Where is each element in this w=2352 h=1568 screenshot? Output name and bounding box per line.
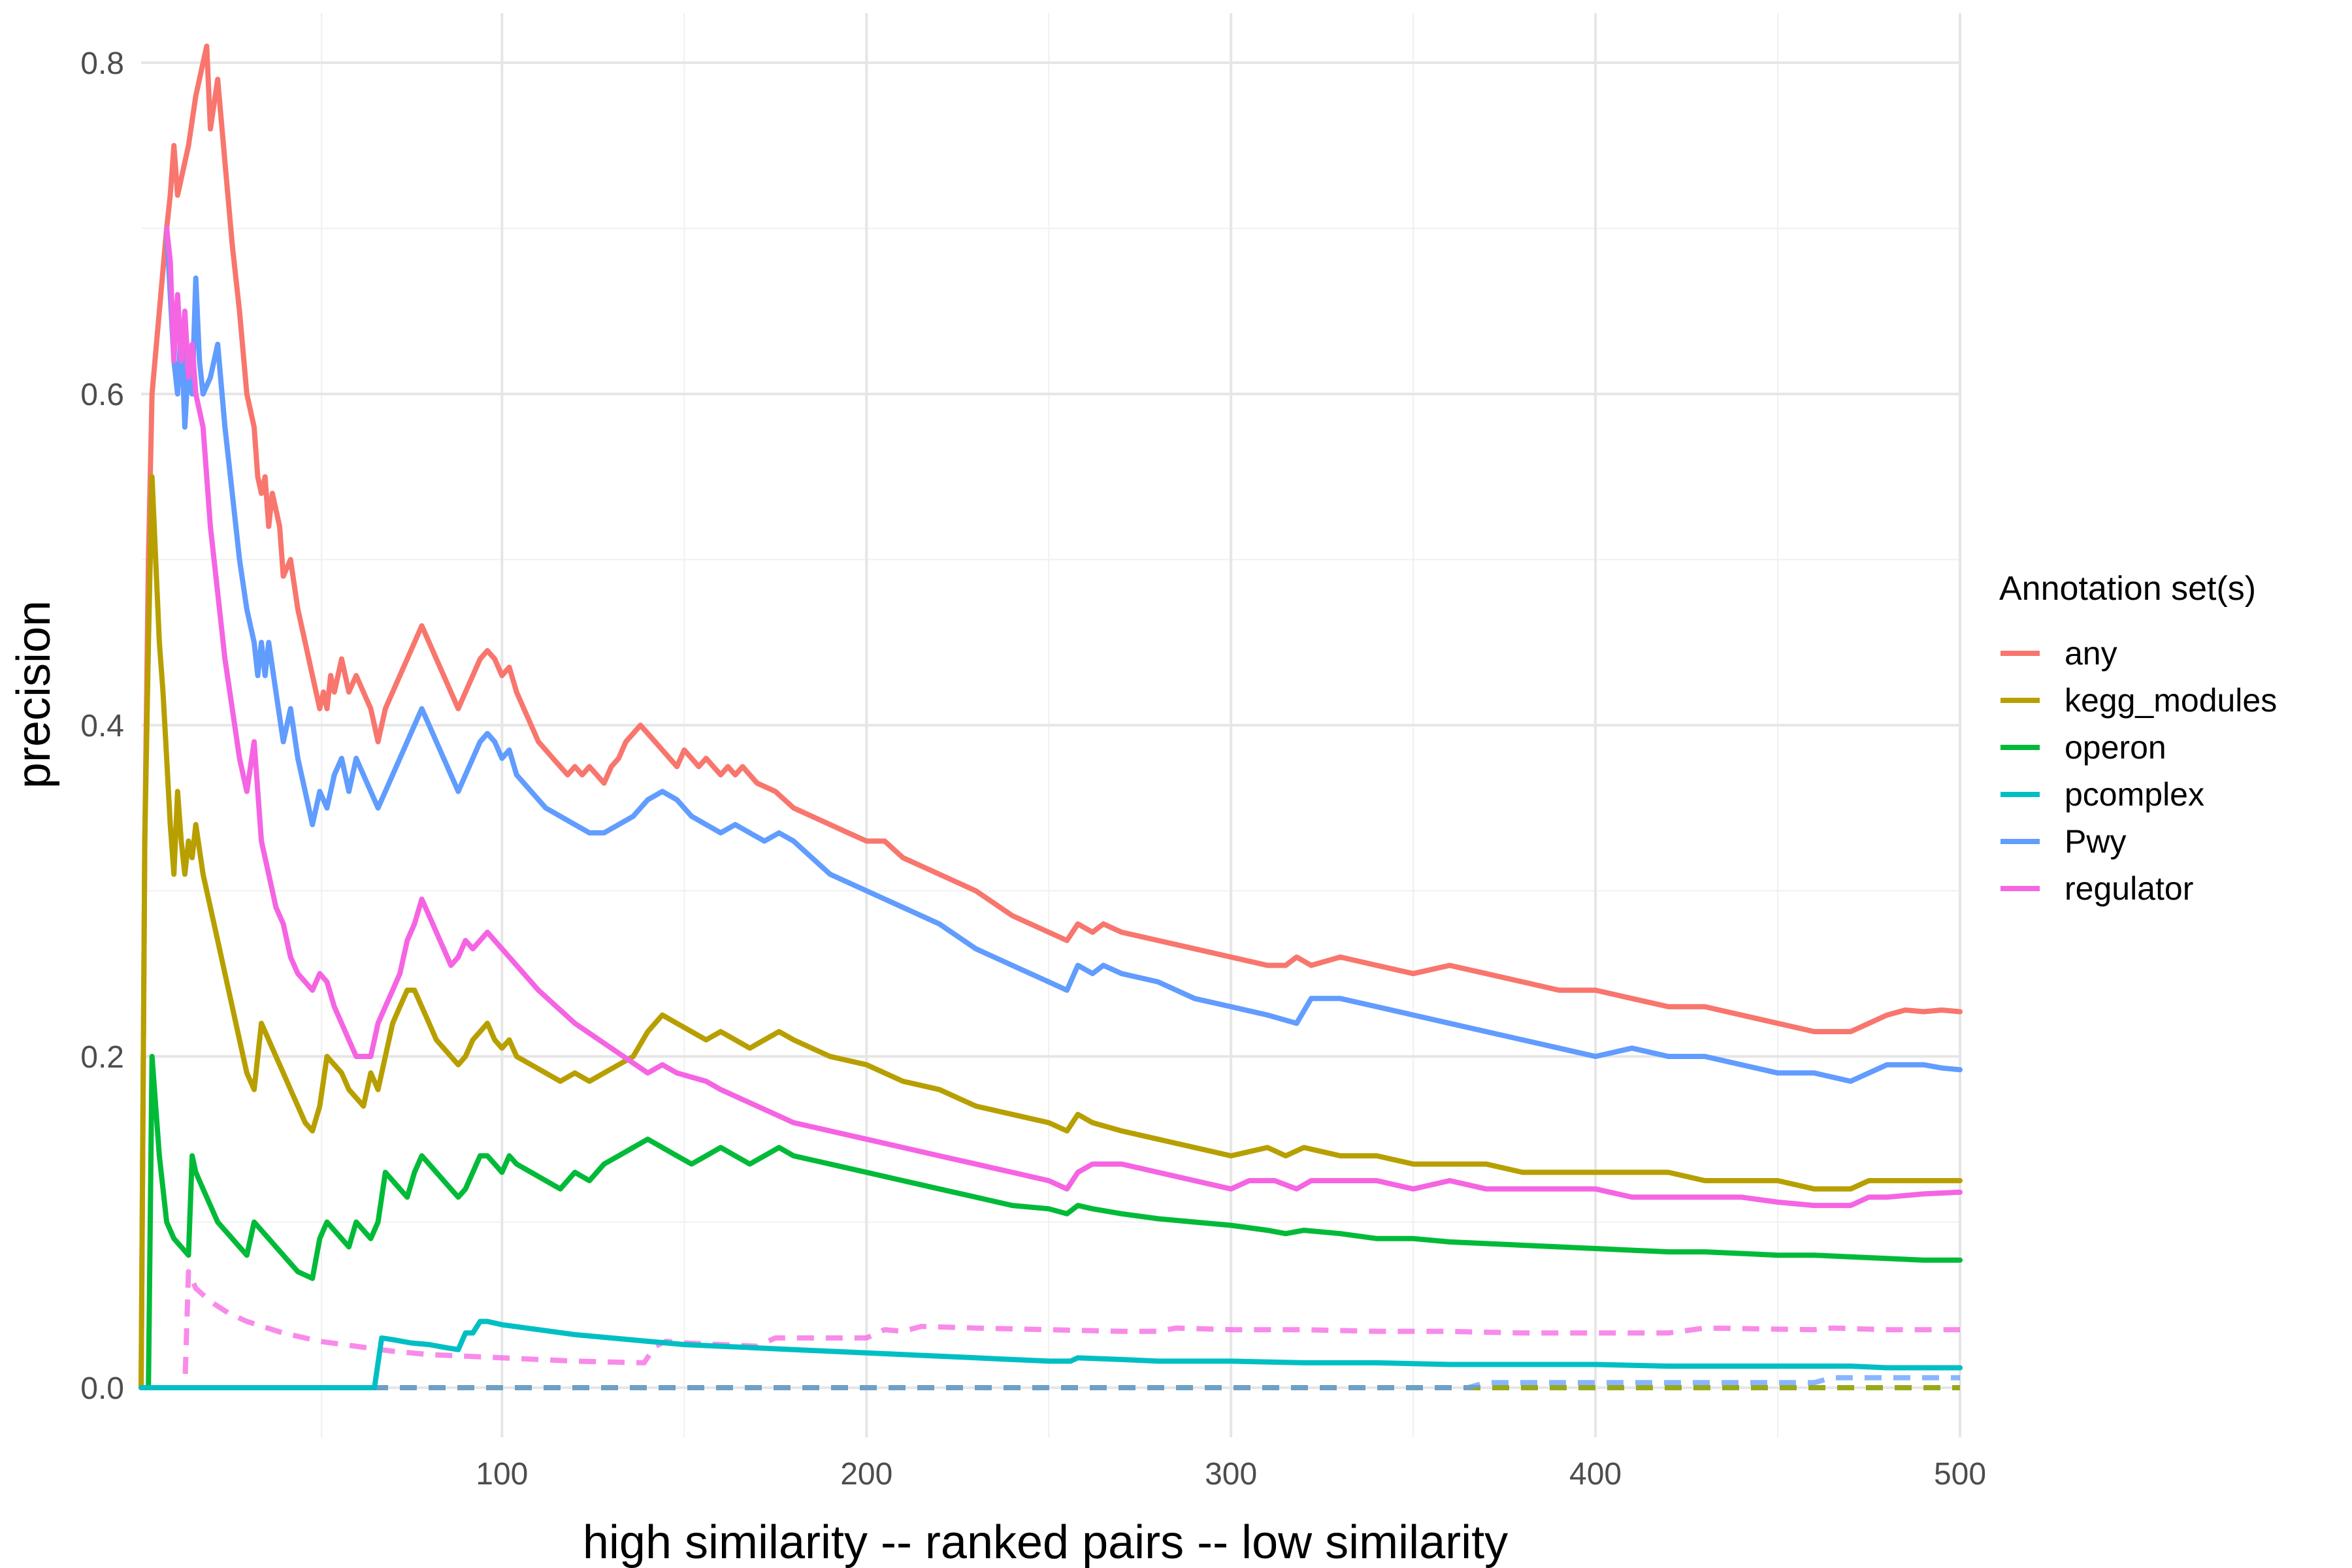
legend-label: Pwy — [2065, 823, 2126, 860]
x-tick-label: 200 — [840, 1457, 892, 1492]
legend-label: regulator — [2065, 870, 2193, 907]
x-axis-title: high similarity -- ranked pairs -- low s… — [583, 1516, 1508, 1568]
legend-label: pcomplex — [2065, 776, 2204, 813]
y-tick-label: 0.0 — [80, 1371, 124, 1406]
x-tick-label: 500 — [1934, 1457, 1986, 1492]
y-tick-label: 0.4 — [80, 709, 124, 743]
y-tick-label: 0.2 — [80, 1040, 124, 1075]
y-tick-label: 0.8 — [80, 46, 124, 81]
legend-label: operon — [2065, 729, 2166, 766]
series-lines — [139, 43, 1963, 1390]
x-tick-label: 300 — [1205, 1457, 1257, 1492]
x-tick-label: 400 — [1569, 1457, 1622, 1492]
series-line-any — [139, 43, 1963, 1390]
series-line-operon — [139, 1054, 1963, 1390]
y-tick-label: 0.6 — [80, 378, 124, 412]
series-line-pcomplex — [139, 1318, 1963, 1390]
legend-title: Annotation set(s) — [1999, 570, 2256, 608]
series-line-kegg-modules — [139, 474, 1963, 1390]
legend-label: kegg_modules — [2065, 682, 2277, 719]
series-line-regulator — [164, 225, 1963, 1209]
y-axis-title: precision — [8, 600, 60, 789]
series-line-pwy-dashed — [141, 1375, 1960, 1390]
y-axis-ticks: 0.0 0.2 0.4 0.6 0.8 — [80, 46, 124, 1406]
series-line-regulator-dashed — [141, 1269, 1960, 1390]
grid-major — [141, 13, 1961, 1437]
x-tick-label: 100 — [476, 1457, 528, 1492]
x-axis-ticks: 100 200 300 400 500 — [476, 1457, 1986, 1492]
series-line-pwy — [164, 225, 1963, 1084]
legend-label: any — [2065, 635, 2117, 672]
